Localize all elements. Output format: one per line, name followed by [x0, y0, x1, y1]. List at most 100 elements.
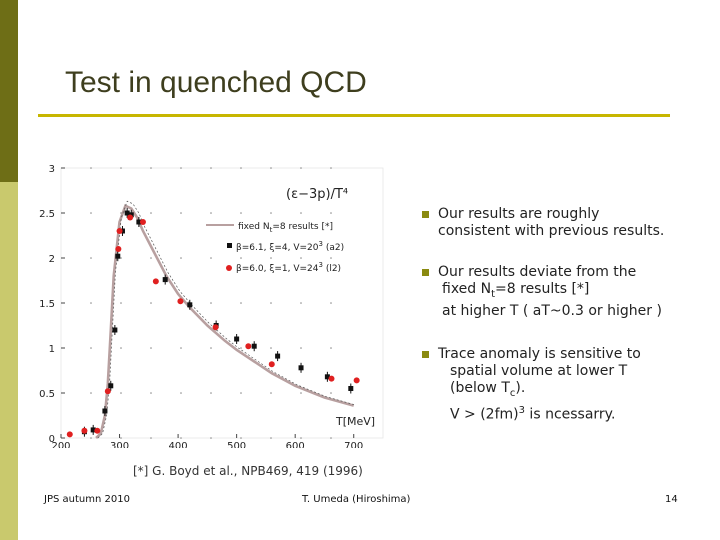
grid-dot	[90, 347, 92, 349]
grid-dot	[330, 347, 332, 349]
page-number: 14	[665, 494, 678, 505]
grid-dot	[210, 347, 212, 349]
grid-dot	[120, 392, 122, 394]
grid-dot	[210, 392, 212, 394]
data-point-l2	[152, 278, 159, 285]
grid-dot	[330, 302, 332, 304]
grid-dot	[330, 392, 332, 394]
slide-title: Test in quenched QCD	[65, 66, 367, 99]
legend-marker-black-square	[227, 243, 232, 248]
grid-dot	[210, 167, 212, 169]
x-tick-label: 500	[227, 441, 246, 448]
x-tick-label: 700	[344, 441, 363, 448]
grid-dot	[90, 302, 92, 304]
bullet-square-icon	[422, 269, 429, 276]
y-tick-label: 1.5	[39, 299, 55, 310]
grid-dot	[270, 257, 272, 259]
grid-dot	[150, 212, 152, 214]
legend-entry-l2: β=6.0, ξ=1, V=243 (l2)	[236, 261, 341, 274]
grid-dot	[120, 302, 122, 304]
grid-dot	[330, 167, 332, 169]
grid-dot	[240, 437, 242, 439]
grid-dot	[150, 437, 152, 439]
grid-dot	[120, 347, 122, 349]
legend-marker-red-circle	[226, 265, 232, 271]
grid-dot	[90, 437, 92, 439]
data-point-l2	[116, 228, 123, 234]
grid-dot	[150, 257, 152, 259]
grid-dot	[300, 167, 302, 169]
grid-dot	[270, 437, 272, 439]
data-point-a2	[324, 374, 330, 380]
x-axis-label: T[MeV]	[335, 415, 375, 428]
chart-legend: fixed Nt=8 results [*] β=6.1, ξ=4, V=203…	[206, 222, 344, 274]
data-point-a2	[112, 327, 118, 333]
y-tick-label: 3	[49, 164, 55, 175]
grid-dot	[210, 437, 212, 439]
grid-dot	[330, 257, 332, 259]
data-point-a2	[348, 386, 354, 391]
legend-entry-fixed: fixed Nt=8 results [*]	[238, 222, 333, 234]
data-point-a2	[90, 427, 96, 433]
grid-dot	[240, 302, 242, 304]
grid-dot	[270, 212, 272, 214]
bullet-item-3: Trace anomaly is sensitive to spatial vo…	[420, 346, 720, 423]
grid-dot	[210, 257, 212, 259]
grid-dot	[210, 302, 212, 304]
grid-dot	[300, 302, 302, 304]
data-point-l2	[115, 246, 122, 252]
grid-dot	[180, 167, 182, 169]
grid-dot	[270, 347, 272, 349]
data-point-l2	[66, 431, 73, 438]
grid-dot	[120, 167, 122, 169]
data-point-a2	[124, 210, 130, 216]
decor-bar-light	[0, 182, 18, 540]
data-point-a2	[187, 302, 193, 308]
data-point-a2	[136, 219, 142, 225]
grid-dot	[300, 437, 302, 439]
bullet-square-icon	[422, 350, 429, 358]
grid-dot	[90, 167, 92, 169]
footer-event: JPS autumn 2010	[44, 494, 130, 505]
bullet-item-2: Our results deviate from the fixed Nt=8 …	[420, 264, 720, 320]
grid-dot	[120, 257, 122, 259]
chart-title: (ε−3p)/T⁴	[286, 187, 348, 202]
grid-dot	[240, 392, 242, 394]
data-point-l2	[94, 427, 101, 434]
grid-dot	[270, 167, 272, 169]
grid-dot	[300, 392, 302, 394]
y-tick-label: 0	[49, 434, 55, 445]
data-point-l2	[104, 388, 111, 395]
data-point-a2	[115, 253, 121, 259]
reference-citation: [*] G. Boyd et al., NPB469, 419 (1996)	[133, 464, 363, 478]
title-rule	[38, 114, 670, 117]
data-point-l2	[328, 375, 335, 382]
data-point-a2	[108, 383, 114, 389]
grid-dot	[180, 212, 182, 214]
grid-dot	[120, 437, 122, 439]
grid-dot	[210, 212, 212, 214]
data-point-a2	[298, 365, 304, 371]
grid-dot	[180, 257, 182, 259]
series-line-dotted	[97, 200, 356, 439]
decor-bar-dark	[0, 0, 18, 182]
grid-dot	[330, 437, 332, 439]
data-point-a2	[275, 353, 281, 359]
grid-dot	[240, 347, 242, 349]
trace-anomaly-chart: 0 0.5 1 1.5 2 2.5 3 200 300 400 500 600 700 (ε−3p)/T…	[39, 164, 384, 448]
data-point-l2	[139, 219, 146, 225]
grid-dot	[180, 392, 182, 394]
y-tick-label: 2.5	[39, 209, 55, 220]
grid-dot	[180, 437, 182, 439]
series-line-fixed-nt8	[95, 204, 355, 439]
footer-author: T. Umeda (Hiroshima)	[302, 494, 411, 505]
x-tick-label: 200	[51, 441, 70, 448]
grid-dot	[90, 212, 92, 214]
data-point-l2	[127, 214, 134, 221]
grid-dot	[240, 257, 242, 259]
grid-dot	[90, 257, 92, 259]
data-point-l2	[81, 427, 88, 434]
grid-dot	[330, 212, 332, 214]
grid-dot	[150, 302, 152, 304]
x-tick-label: 400	[169, 441, 188, 448]
